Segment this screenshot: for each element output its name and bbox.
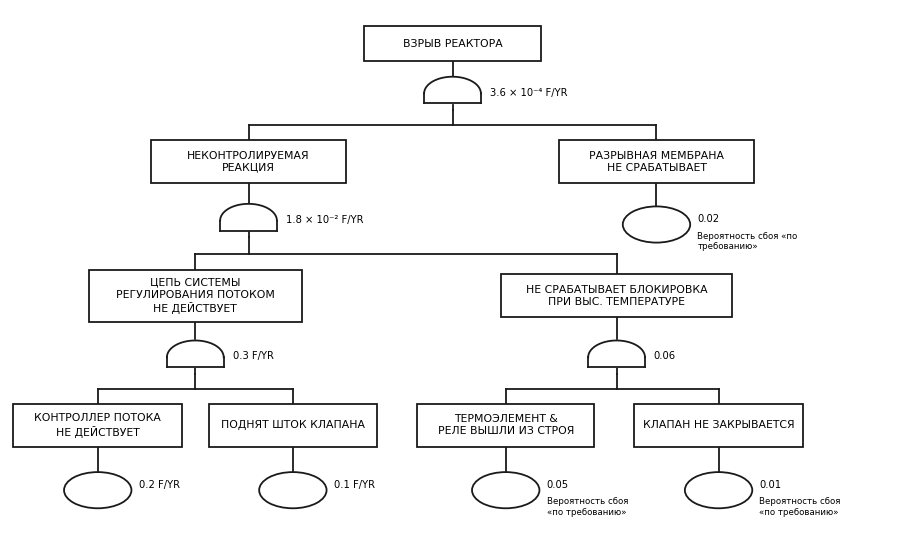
Text: 0.06: 0.06 — [653, 351, 676, 361]
Polygon shape — [167, 340, 224, 367]
Polygon shape — [424, 77, 481, 103]
Text: КЛАПАН НЕ ЗАКРЫВАЕТСЯ: КЛАПАН НЕ ЗАКРЫВАЕТСЯ — [643, 421, 795, 430]
Circle shape — [64, 472, 131, 508]
FancyBboxPatch shape — [634, 404, 803, 447]
FancyBboxPatch shape — [151, 140, 346, 183]
FancyBboxPatch shape — [501, 274, 732, 317]
FancyBboxPatch shape — [417, 404, 595, 447]
Text: Вероятность сбоя
«по требованию»: Вероятность сбоя «по требованию» — [759, 497, 841, 517]
Text: 3.6 × 10⁻⁴ F/YR: 3.6 × 10⁻⁴ F/YR — [490, 88, 567, 98]
Text: НЕКОНТРОЛИРУЕМАЯ
РЕАКЦИЯ: НЕКОНТРОЛИРУЕМАЯ РЕАКЦИЯ — [187, 150, 310, 172]
Text: 0.3 F/YR: 0.3 F/YR — [233, 351, 273, 361]
Text: 0.2 F/YR: 0.2 F/YR — [138, 480, 179, 490]
Text: 0.01: 0.01 — [759, 480, 782, 490]
Text: РАЗРЫВНАЯ МЕМБРАНА
НЕ СРАБАТЫВАЕТ: РАЗРЫВНАЯ МЕМБРАНА НЕ СРАБАТЫВАЕТ — [589, 150, 724, 172]
Text: 0.05: 0.05 — [547, 480, 568, 490]
Text: ПОДНЯТ ШТОК КЛАПАНА: ПОДНЯТ ШТОК КЛАПАНА — [221, 421, 365, 430]
Text: 0.1 F/YR: 0.1 F/YR — [334, 480, 375, 490]
Text: 0.02: 0.02 — [697, 214, 719, 224]
Text: 1.8 × 10⁻² F/YR: 1.8 × 10⁻² F/YR — [286, 215, 363, 225]
Circle shape — [685, 472, 752, 508]
Text: ЦЕПЬ СИСТЕМЫ
РЕГУЛИРОВАНИЯ ПОТОКОМ
НЕ ДЕЙСТВУЕТ: ЦЕПЬ СИСТЕМЫ РЕГУЛИРОВАНИЯ ПОТОКОМ НЕ ДЕ… — [116, 278, 275, 314]
Circle shape — [623, 206, 691, 243]
Text: Вероятность сбоя
«по требованию»: Вероятность сбоя «по требованию» — [547, 497, 628, 517]
Polygon shape — [588, 340, 645, 367]
Text: КОНТРОЛЛЕР ПОТОКА
НЕ ДЕЙСТВУЕТ: КОНТРОЛЛЕР ПОТОКА НЕ ДЕЙСТВУЕТ — [34, 413, 161, 438]
FancyBboxPatch shape — [209, 404, 377, 447]
Polygon shape — [220, 204, 277, 231]
Text: Вероятность сбоя «по
требованию»: Вероятность сбоя «по требованию» — [697, 232, 797, 251]
FancyBboxPatch shape — [14, 404, 182, 447]
Circle shape — [472, 472, 539, 508]
Text: ВЗРЫВ РЕАКТОРА: ВЗРЫВ РЕАКТОРА — [403, 38, 502, 48]
FancyBboxPatch shape — [364, 26, 541, 61]
FancyBboxPatch shape — [559, 140, 754, 183]
Text: ТЕРМОЭЛЕМЕНТ &
РЕЛЕ ВЫШЛИ ИЗ СТРОЯ: ТЕРМОЭЛЕМЕНТ & РЕЛЕ ВЫШЛИ ИЗ СТРОЯ — [437, 414, 574, 436]
FancyBboxPatch shape — [89, 270, 301, 322]
Circle shape — [259, 472, 327, 508]
Text: НЕ СРАБАТЫВАЕТ БЛОКИРОВКА
ПРИ ВЫС. ТЕМПЕРАТУРЕ: НЕ СРАБАТЫВАЕТ БЛОКИРОВКА ПРИ ВЫС. ТЕМПЕ… — [526, 285, 708, 307]
